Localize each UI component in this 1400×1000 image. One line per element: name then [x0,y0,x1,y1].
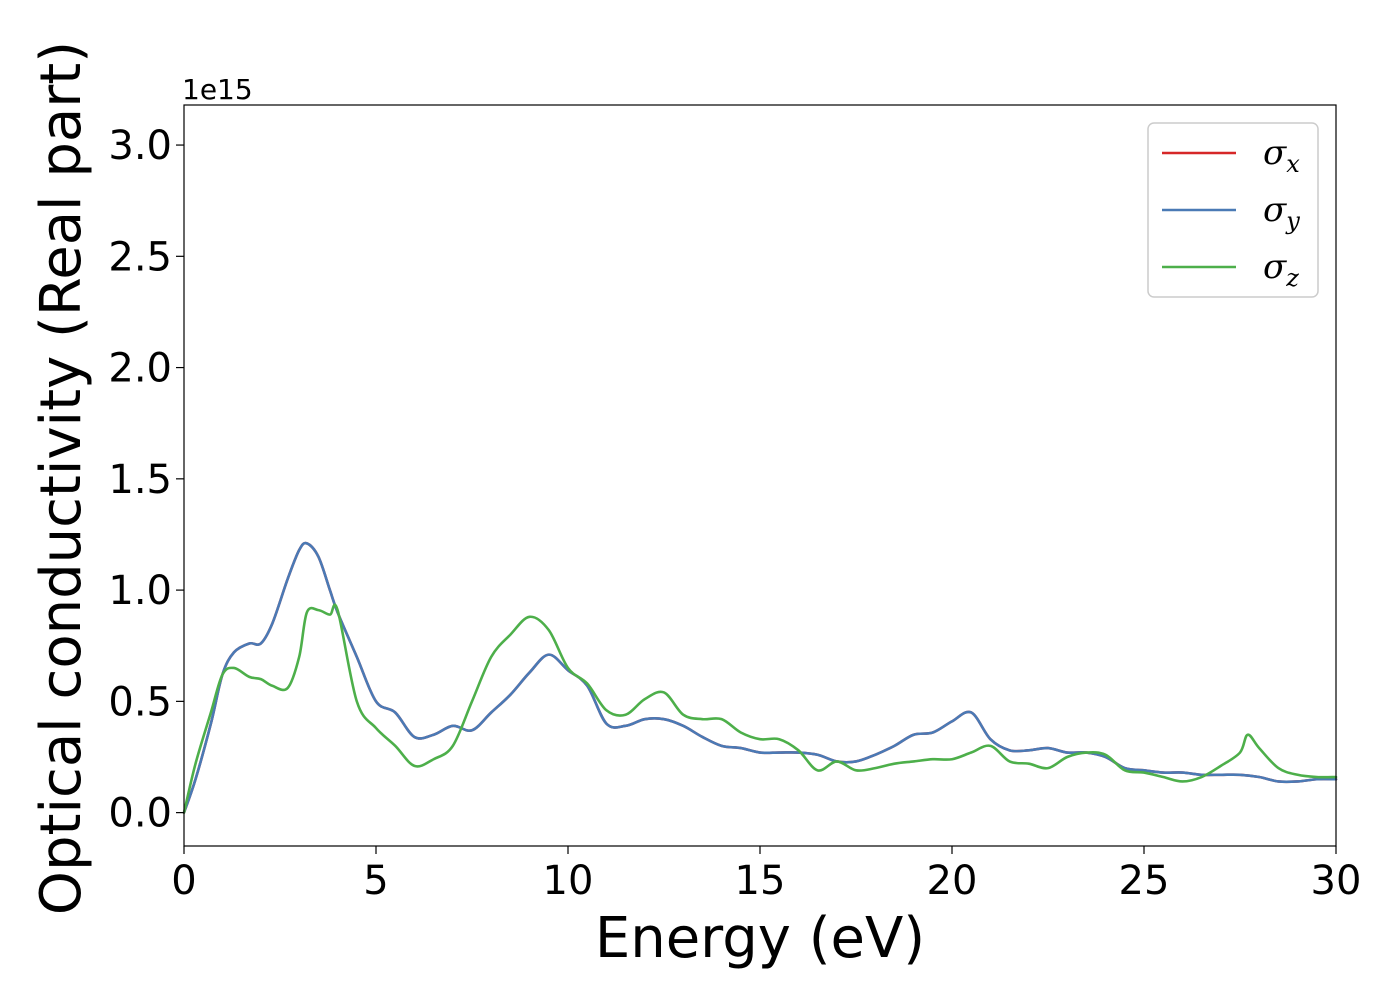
x-tick-label: 15 [735,858,786,904]
x-axis: 0 5 10 15 20 25 30 [171,846,1361,904]
series-lines [182,541,1338,814]
x-tick-label: 0 [171,858,196,904]
x-axis-title: Energy (eV) [595,906,925,971]
x-tick-label: 30 [1311,858,1362,904]
plot-background [184,105,1336,846]
y-tick-label: 0.5 [108,679,172,725]
y-tick-label: 2.5 [108,234,172,280]
x-tick-label: 5 [363,858,388,904]
x-tick-label: 25 [1119,858,1170,904]
y-axis-title: Optical conductivity (Real part) [29,41,94,915]
legend-label-z: σz [1263,247,1299,292]
y-tick-label: 0.0 [108,791,172,837]
y-offset-label: 1e15 [182,73,253,106]
y-tick-label: 1.0 [108,568,172,614]
x-tick-label: 20 [927,858,978,904]
legend: σx σy σz [1147,122,1319,298]
y-tick-label: 1.5 [108,457,172,503]
series-line-y [182,541,1338,814]
legend-label-y: σy [1263,190,1300,235]
y-tick-label: 2.0 [108,346,172,392]
plot-area [184,105,1336,846]
y-axis: 0.0 0.5 1.0 1.5 2.0 2.5 3.0 [108,123,184,837]
series-line-z [182,603,1338,814]
y-tick-label: 3.0 [108,123,172,169]
x-tick-label: 10 [543,858,594,904]
legend-label-x: σx [1263,133,1300,178]
